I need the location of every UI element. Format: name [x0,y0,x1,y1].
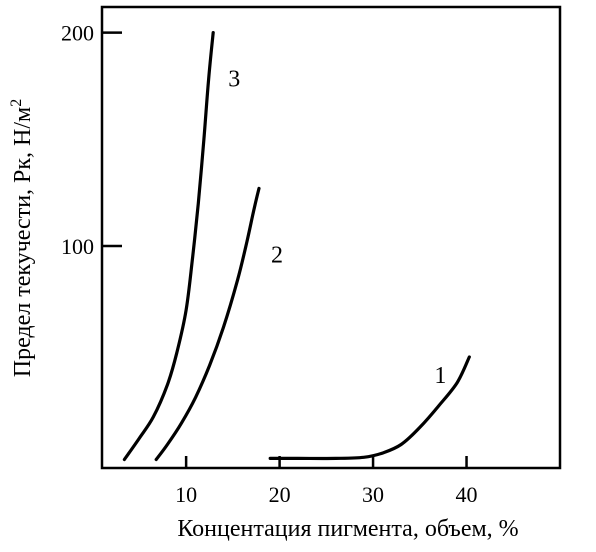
series-curves [122,31,471,462]
x-tick-label: 10 [175,482,197,507]
series-3-label: 3 [228,67,240,93]
y-axis-ticks: 100 200 [61,21,122,259]
y-axis-label-superscript: 2 [8,99,25,107]
series-2-label: 2 [271,242,283,268]
series-1-label: 1 [434,363,446,389]
x-axis-ticks: 10 20 30 40 [175,456,478,507]
plot-frame [100,5,562,470]
series-2-line [154,186,261,462]
x-tick-label: 30 [362,482,384,507]
y-axis-label-main: Предел текучести, Рк, Н/м [10,107,36,377]
y-axis-label: Предел текучести, Рк, Н/м2 [8,99,36,377]
series-3-line [122,31,215,462]
x-tick-label: 20 [269,482,291,507]
x-axis-label: Концентация пигмента, объем, % [177,516,518,542]
x-tick-label: 40 [456,482,478,507]
y-tick-label: 200 [61,21,94,46]
series-labels: 1 2 3 [228,67,446,389]
y-tick-label: 100 [61,234,94,259]
series-1-line [268,355,471,461]
